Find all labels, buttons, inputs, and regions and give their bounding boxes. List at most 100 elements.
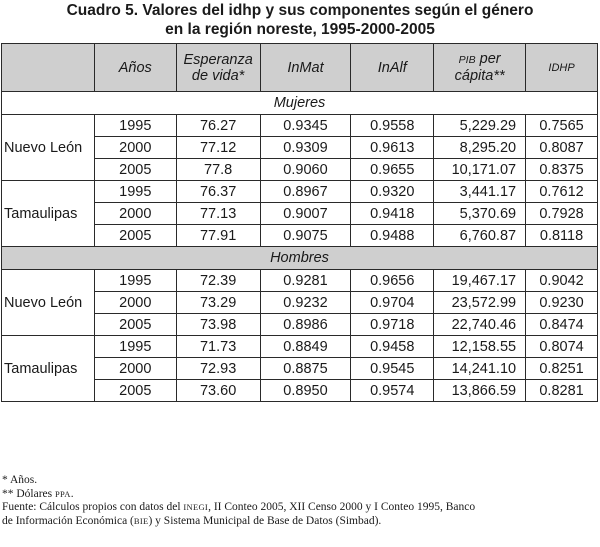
esperanza-cell: 77.91 <box>175 224 261 247</box>
year-cell: 2005 <box>93 379 177 402</box>
header-esperanza: Esperanza de vida* <box>175 43 261 92</box>
table-title: Cuadro 5. Valores del idhp y sus compone… <box>0 0 600 39</box>
esperanza-cell: 73.98 <box>175 313 261 336</box>
header-row: Años Esperanza de vida* InMat InAlf PIB … <box>1 43 598 92</box>
table-row: Tamaulipas 1995 76.37 0.8967 0.9320 3,44… <box>1 180 598 247</box>
year-cell: 2005 <box>93 224 177 247</box>
inmat-cell: 0.9060 <box>259 158 352 181</box>
header-idhp: IDHP <box>525 43 598 92</box>
note-fuente-part1: Fuente: Cálculos propios con datos del <box>2 501 184 513</box>
idhp-cell: 0.8474 <box>525 313 598 336</box>
esperanza-cell: 73.29 <box>175 291 261 314</box>
inmat-cell: 0.9309 <box>259 136 352 159</box>
esperanza-cell: 77.13 <box>175 202 261 225</box>
esperanza-cell: 72.93 <box>175 357 261 380</box>
header-pib-abbr: PIB <box>458 54 476 66</box>
header-pib: PIB per cápita** <box>433 43 527 92</box>
year-cell: 1995 <box>93 335 177 358</box>
header-corner <box>1 43 95 92</box>
year-cell: 1995 <box>93 269 177 292</box>
section-label-hombres: Hombres <box>1 246 598 270</box>
inalf-cell: 0.9655 <box>350 158 435 181</box>
note-fuente-cont: de Información Económica (BIE) y Sistema… <box>2 515 598 529</box>
header-inmat: InMat <box>259 43 352 92</box>
pib-cell: 10,171.07 <box>433 158 527 181</box>
note-dolares: ** Dólares PPA. <box>2 488 598 502</box>
header-esperanza-line1: Esperanza <box>183 51 253 68</box>
note-fuente: Fuente: Cálculos propios con datos del I… <box>2 501 598 515</box>
inalf-cell: 0.9558 <box>350 114 435 137</box>
state-cell: Nuevo León <box>1 114 95 181</box>
inalf-cell: 0.9718 <box>350 313 435 336</box>
pib-cell: 19,467.17 <box>433 269 527 292</box>
year-cell: 1995 <box>93 180 177 203</box>
table-notes: * Años. ** Dólares PPA. Fuente: Cálculos… <box>2 474 598 528</box>
pib-cell: 5,229.29 <box>433 114 527 137</box>
esperanza-cell: 76.37 <box>175 180 261 203</box>
year-cell: 2005 <box>93 158 177 181</box>
note-dolares-prefix: ** Dólares <box>2 487 56 500</box>
note-fuente-part3: de Información Económica ( <box>2 514 134 527</box>
esperanza-cell: 77.8 <box>175 158 261 181</box>
year-cell: 2000 <box>93 357 177 380</box>
idhp-table: Años Esperanza de vida* InMat InAlf PIB … <box>1 43 598 402</box>
table-row: Tamaulipas 1995 71.73 0.8849 0.9458 12,1… <box>1 335 598 402</box>
esperanza-cell: 71.73 <box>175 335 261 358</box>
inmat-cell: 0.8849 <box>259 335 352 358</box>
state-cell: Tamaulipas <box>1 335 95 402</box>
table-row: 2000 77.13 0.9007 0.9418 5,370.69 0.7928 <box>2 202 598 225</box>
section-row-mujeres: Mujeres <box>1 91 598 115</box>
inalf-cell: 0.9613 <box>350 136 435 159</box>
idhp-cell: 0.8281 <box>525 379 598 402</box>
table-row: Nuevo León 1995 76.27 0.9345 0.9558 5,22… <box>1 114 598 181</box>
esperanza-cell: 73.60 <box>175 379 261 402</box>
esperanza-cell: 76.27 <box>175 114 261 137</box>
inalf-cell: 0.9488 <box>350 224 435 247</box>
inalf-cell: 0.9418 <box>350 202 435 225</box>
inmat-cell: 0.8875 <box>259 357 352 380</box>
section-label-mujeres: Mujeres <box>1 91 598 115</box>
idhp-cell: 0.8074 <box>525 335 598 358</box>
idhp-cell: 0.8118 <box>525 224 598 247</box>
table-row: 2000 77.12 0.9309 0.9613 8,295.20 0.8087 <box>2 136 598 159</box>
year-cell: 2000 <box>93 136 177 159</box>
year-cell: 2000 <box>93 202 177 225</box>
header-anios: Años <box>93 43 177 92</box>
table-row: 2005 73.60 0.8950 0.9574 13,866.59 0.828… <box>2 379 598 402</box>
inalf-cell: 0.9574 <box>350 379 435 402</box>
inmat-cell: 0.9281 <box>259 269 352 292</box>
table-row: 2005 77.91 0.9075 0.9488 6,760.87 0.8118 <box>2 224 598 247</box>
inmat-cell: 0.9007 <box>259 202 352 225</box>
inmat-cell: 0.9075 <box>259 224 352 247</box>
note-fuente-part4: ) y Sistema Municipal de Base de Datos (… <box>148 514 382 527</box>
idhp-cell: 0.7565 <box>525 114 598 137</box>
note-anios: * Años. <box>2 474 38 486</box>
pib-cell: 12,158.55 <box>433 335 527 358</box>
inalf-cell: 0.9545 <box>350 357 435 380</box>
table-title-line-1: Cuadro 5. Valores del idhp y sus compone… <box>66 2 534 19</box>
header-pib-line2: cápita** <box>454 68 505 84</box>
header-esperanza-line2: de vida* <box>191 67 245 84</box>
idhp-cell: 0.8251 <box>525 357 598 380</box>
inalf-cell: 0.9704 <box>350 291 435 314</box>
section-row-hombres: Hombres <box>1 246 598 270</box>
header-pib-per: per <box>479 51 501 67</box>
pib-cell: 5,370.69 <box>433 202 527 225</box>
pib-cell: 14,241.10 <box>433 357 527 380</box>
pib-cell: 22,740.46 <box>433 313 527 336</box>
table-title-line-2: en la región noreste, 1995-2000-2005 <box>165 21 435 38</box>
table-row: 2000 73.29 0.9232 0.9704 23,572.99 0.923… <box>2 291 598 314</box>
pib-cell: 6,760.87 <box>433 224 527 247</box>
note-fuente-bie: BIE <box>133 515 149 526</box>
state-cell: Tamaulipas <box>1 180 95 247</box>
table-row: 2005 77.8 0.9060 0.9655 10,171.07 0.8375 <box>2 158 598 181</box>
pib-cell: 13,866.59 <box>433 379 527 402</box>
idhp-cell: 0.7928 <box>525 202 598 225</box>
inalf-cell: 0.9656 <box>350 269 435 292</box>
year-cell: 2000 <box>93 291 177 314</box>
year-cell: 1995 <box>93 114 177 137</box>
year-cell: 2005 <box>93 313 177 336</box>
idhp-cell: 0.8087 <box>525 136 598 159</box>
idhp-cell: 0.9042 <box>525 269 598 292</box>
header-inalf: InAlf <box>350 43 435 92</box>
